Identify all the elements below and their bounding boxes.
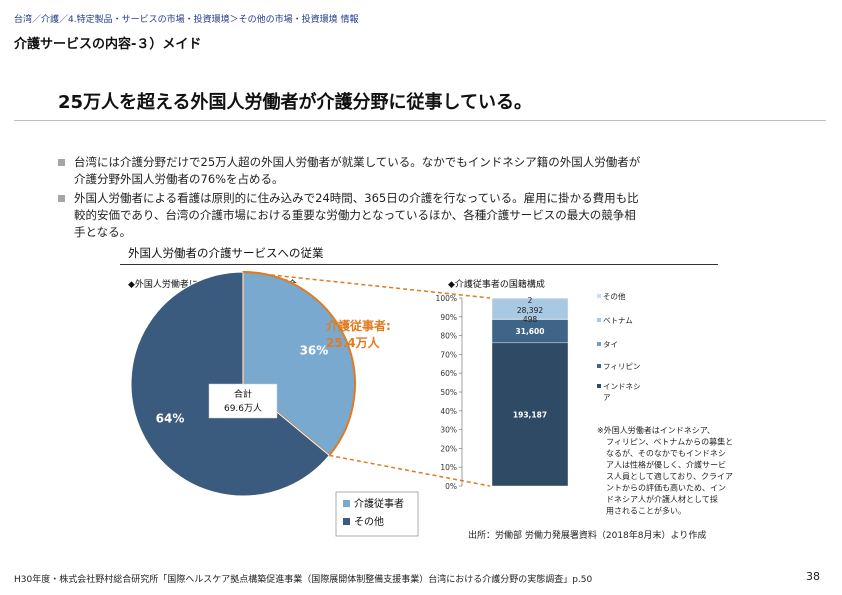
note-line: ス人員として適しており、クライア	[606, 471, 733, 481]
page-number: 38	[806, 570, 820, 583]
bar-y-tick-label: 10%	[440, 463, 457, 472]
pie-legend-label: 介護従事者	[354, 497, 404, 510]
stacked-bar-chart: ◆介護従事者の国籍構成 0% 10% 20% 30% 40% 50% 60% 70% 80% 90%…	[436, 278, 641, 491]
note-line: 用されることが多い。	[606, 506, 686, 516]
bar-segment-label: 31,600	[516, 327, 545, 336]
bar-y-tick-label: 0%	[445, 482, 457, 491]
bar-y-tick-label: 20%	[440, 444, 457, 453]
bar-legend-label: フィリピン	[603, 362, 640, 371]
bar-legend-label: その他	[603, 291, 626, 301]
bar-y-tick-label: 70%	[440, 350, 457, 359]
pie-slice-other	[130, 271, 331, 497]
bar-legend-label-cont: ア	[603, 393, 611, 402]
chart-section-title: 外国人労働者の介護サービスへの従業	[128, 246, 324, 260]
section-title: 介護サービスの内容‐３）メイド	[14, 37, 202, 52]
bar-segment-label: 28,392	[517, 306, 543, 315]
pie-callout-label: 介護従事者:	[325, 318, 391, 333]
note-line: ※外国人労働者はインドネシア、	[597, 425, 715, 435]
bar-legend-label: ベトナム	[603, 316, 633, 325]
pie-center-label: 合計	[234, 388, 252, 400]
bar-segment-label: 193,187	[513, 410, 547, 419]
bar-segment-label: 2	[528, 296, 533, 305]
note-line: ア人は性格が優しく、介護サービ	[606, 460, 726, 470]
connector-top	[242, 271, 491, 299]
pie-slice-care	[242, 270, 356, 457]
bar-segment	[491, 342, 569, 487]
page-title: 25万人を超える外国人労働者が介護分野に従事している。	[58, 92, 532, 113]
pie-center-value: 69.6万人	[224, 403, 262, 414]
note-line: ントからの評価も高いため、イン	[606, 483, 726, 493]
pie-center-box	[208, 383, 278, 419]
footer-citation: H30年度・株式会社野村総合研究所「国際ヘルスケア拠点構築促進事業（国際展開体制…	[14, 575, 593, 585]
bullet-marker	[58, 195, 65, 202]
bullet-line: 較的安価であり、台湾の介護市場における重要な労働力となっているほか、各種介護サー…	[74, 208, 636, 222]
pie-slice-label: 64%	[156, 411, 185, 425]
bullet-line: 台湾には介護分野だけで25万人超の外国人労働者が就業している。なかでもインドネシ…	[74, 155, 641, 169]
note-block: ※外国人労働者はインドネシア、フィリピン、ベトナムからの募集となるが、そのなかで…	[597, 425, 733, 516]
bar-y-tick-label: 100%	[436, 294, 457, 303]
bar-segment	[491, 319, 569, 344]
note-line: ドネシア人が介護人材として採	[606, 494, 718, 504]
pie-chart-title: ◆外国人労働者に占める介護従事者の割合	[128, 278, 297, 290]
bar-legend-swatch	[597, 342, 601, 346]
note-line: フィリピン、ベトナムからの募集と	[606, 437, 733, 447]
bar-legend-label: タイ	[603, 340, 618, 349]
bar-y-tick-label: 50%	[440, 388, 457, 397]
pie-chart: ◆外国人労働者に占める介護従事者の割合 36% 64% 合計 69.6万人 介護従事者: 2…	[128, 270, 491, 537]
bar-segment-label: 498	[523, 315, 538, 324]
bullet-item-2: 外国人労働者による看護は原則的に住み込みで24時間、365日の介護を行なっている…	[58, 190, 738, 241]
bar-legend-swatch	[597, 384, 601, 388]
connector-bottom	[329, 454, 491, 487]
pie-legend-frame	[335, 491, 419, 537]
breadcrumb[interactable]: 台湾／介護／4.特定製品・サービスの市場・投資環境＞その他の市場・投資環境 情報	[14, 15, 359, 25]
bar-y-tick-label: 60%	[440, 369, 457, 378]
note-line: なるが、そのなかでもインドネシ	[606, 448, 726, 458]
pie-legend-label: その他	[354, 515, 384, 528]
source-note: 出所：労働部 労働力発展署資料（2018年8月末）より作成	[468, 531, 707, 541]
bullet-line: 外国人労働者による看護は原則的に住み込みで24時間、365日の介護を行なっている…	[74, 191, 639, 205]
bar-y-tick-label: 30%	[440, 426, 457, 435]
bullet-line: 介護分野外国人労働者の76%を占める。	[74, 172, 284, 186]
bar-legend-swatch	[597, 364, 601, 368]
bar-y-tick-label: 80%	[440, 332, 457, 341]
headline-divider	[14, 120, 826, 121]
bar-y-tick-label: 40%	[440, 407, 457, 416]
bar-legend-label: インドネシ	[603, 382, 641, 391]
bar-chart-title: ◆介護従事者の国籍構成	[448, 278, 545, 290]
bar-segment	[491, 297, 569, 320]
pie-slice-label: 36%	[300, 344, 329, 358]
pie-legend-swatch	[343, 500, 350, 507]
pie-legend-swatch	[343, 518, 350, 525]
bar-legend-swatch	[597, 318, 601, 322]
chart-section-divider	[120, 264, 718, 265]
bar-y-tick-label: 90%	[440, 313, 457, 322]
bar-legend-swatch	[597, 294, 601, 298]
bullet-line: 手となる。	[74, 225, 132, 239]
bullet-item-1: 台湾には介護分野だけで25万人超の外国人労働者が就業している。なかでもインドネシ…	[58, 154, 738, 188]
bullet-marker	[58, 159, 65, 166]
pie-callout-value: 25.4万人	[326, 335, 381, 350]
